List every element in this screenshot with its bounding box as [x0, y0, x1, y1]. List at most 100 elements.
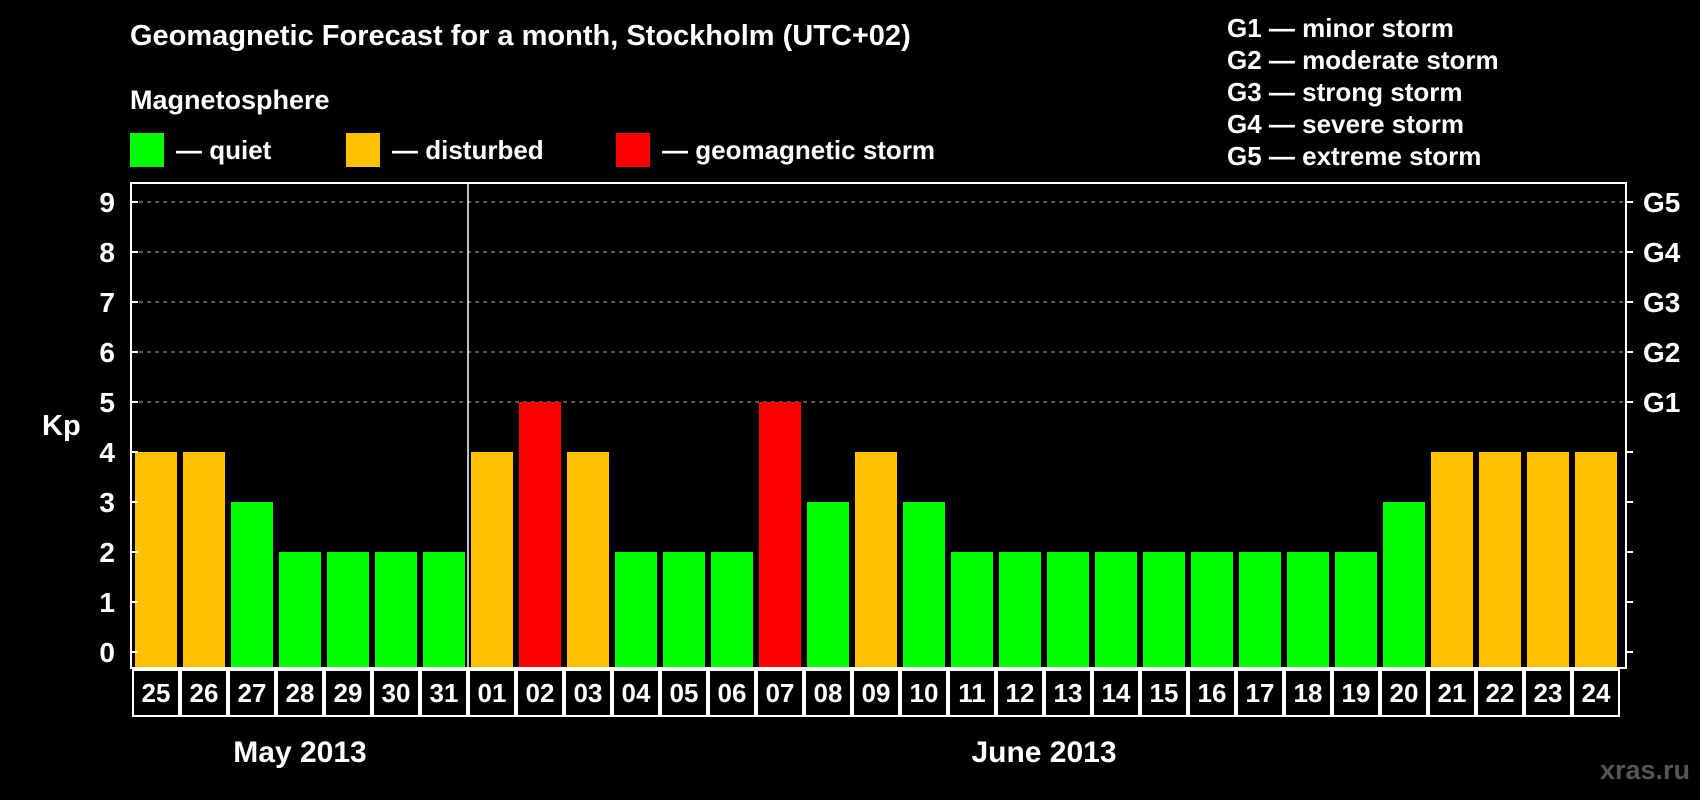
chart-title: Geomagnetic Forecast for a month, Stockh… — [130, 20, 911, 52]
day-label-30: 30 — [382, 678, 411, 708]
y-tick-label-6: 6 — [99, 337, 115, 368]
storm-scale-g5: G5 — extreme storm — [1227, 141, 1482, 171]
day-box-23 — [1524, 669, 1572, 717]
bar-06 — [711, 552, 753, 668]
bar-02 — [519, 402, 561, 668]
day-box-21 — [1428, 669, 1476, 717]
y-tick-label-5: 5 — [99, 387, 115, 418]
day-label-27: 27 — [238, 678, 267, 708]
day-box-27 — [228, 669, 276, 717]
right-tick-label-G1: G1 — [1643, 387, 1680, 418]
bar-29 — [327, 552, 369, 668]
legend-quiet: — quiet — [130, 133, 271, 167]
day-box-30 — [372, 669, 420, 717]
day-label-29: 29 — [334, 678, 363, 708]
bar-31 — [423, 552, 465, 668]
bar-14 — [1095, 552, 1137, 668]
right-tick-label-G5: G5 — [1643, 187, 1680, 218]
bar-09 — [855, 452, 897, 668]
day-box-16 — [1188, 669, 1236, 717]
legend-label-quiet: — quiet — [176, 134, 272, 165]
day-label-21: 21 — [1438, 678, 1467, 708]
day-label-16: 16 — [1198, 678, 1227, 708]
bar-04 — [615, 552, 657, 668]
bar-01 — [471, 452, 513, 668]
day-label-13: 13 — [1054, 678, 1083, 708]
day-label-12: 12 — [1006, 678, 1035, 708]
right-tick-label-G4: G4 — [1643, 237, 1681, 268]
day-label-02: 02 — [526, 678, 555, 708]
day-box-28 — [276, 669, 324, 717]
day-box-03 — [564, 669, 612, 717]
day-box-17 — [1236, 669, 1284, 717]
day-label-18: 18 — [1294, 678, 1323, 708]
legend-swatch-storm — [616, 133, 650, 167]
day-box-14 — [1092, 669, 1140, 717]
right-tick-label-G2: G2 — [1643, 337, 1680, 368]
day-box-01 — [468, 669, 516, 717]
bar-21 — [1431, 452, 1473, 668]
day-label-03: 03 — [574, 678, 603, 708]
storm-scale-g1: G1 — minor storm — [1227, 13, 1454, 43]
day-box-05 — [660, 669, 708, 717]
legend-disturbed: — disturbed — [346, 133, 544, 167]
y-tick-label-0: 0 — [99, 637, 115, 668]
legend-storm: — geomagnetic storm — [616, 133, 935, 167]
day-box-20 — [1380, 669, 1428, 717]
day-box-02 — [516, 669, 564, 717]
y-tick-label-7: 7 — [99, 287, 115, 318]
day-box-09 — [852, 669, 900, 717]
day-label-19: 19 — [1342, 678, 1371, 708]
legend-swatch-quiet — [130, 133, 164, 167]
day-box-18 — [1284, 669, 1332, 717]
day-label-14: 14 — [1102, 678, 1131, 708]
bar-16 — [1191, 552, 1233, 668]
day-box-06 — [708, 669, 756, 717]
bar-22 — [1479, 452, 1521, 668]
right-tick-label-G3: G3 — [1643, 287, 1680, 318]
bar-10 — [903, 502, 945, 668]
y-tick-label-2: 2 — [99, 537, 115, 568]
day-box-07 — [756, 669, 804, 717]
month-label-june: June 2013 — [971, 736, 1117, 769]
day-box-24 — [1572, 669, 1620, 717]
day-box-26 — [180, 669, 228, 717]
day-label-01: 01 — [478, 678, 507, 708]
day-label-05: 05 — [670, 678, 699, 708]
day-label-17: 17 — [1246, 678, 1275, 708]
legend-swatch-disturbed — [346, 133, 380, 167]
bar-24 — [1575, 452, 1617, 668]
day-label-04: 04 — [622, 678, 651, 708]
day-label-20: 20 — [1390, 678, 1419, 708]
day-label-28: 28 — [286, 678, 315, 708]
day-label-06: 06 — [718, 678, 747, 708]
day-box-12 — [996, 669, 1044, 717]
y-tick-label-3: 3 — [99, 487, 115, 518]
bar-18 — [1287, 552, 1329, 668]
day-box-31 — [420, 669, 468, 717]
day-label-26: 26 — [190, 678, 219, 708]
storm-scale-g3: G3 — strong storm — [1227, 77, 1463, 107]
day-box-04 — [612, 669, 660, 717]
bar-12 — [999, 552, 1041, 668]
day-box-11 — [948, 669, 996, 717]
day-label-11: 11 — [958, 678, 986, 708]
bar-17 — [1239, 552, 1281, 668]
day-box-22 — [1476, 669, 1524, 717]
day-label-15: 15 — [1150, 678, 1179, 708]
y-tick-label-1: 1 — [99, 587, 115, 618]
bar-07 — [759, 402, 801, 668]
legend-label-storm: — geomagnetic storm — [662, 134, 936, 165]
day-box-08 — [804, 669, 852, 717]
legend-label-disturbed: — disturbed — [392, 134, 544, 165]
bar-26 — [183, 452, 225, 668]
day-label-10: 10 — [910, 678, 939, 708]
bar-25 — [135, 452, 177, 668]
bar-27 — [231, 502, 273, 668]
site-credit: xras.ru — [1599, 755, 1690, 785]
day-label-24: 24 — [1582, 678, 1611, 708]
storm-scale-g2: G2 — moderate storm — [1227, 45, 1499, 75]
day-label-23: 23 — [1534, 678, 1563, 708]
month-label-may: May 2013 — [233, 736, 367, 769]
